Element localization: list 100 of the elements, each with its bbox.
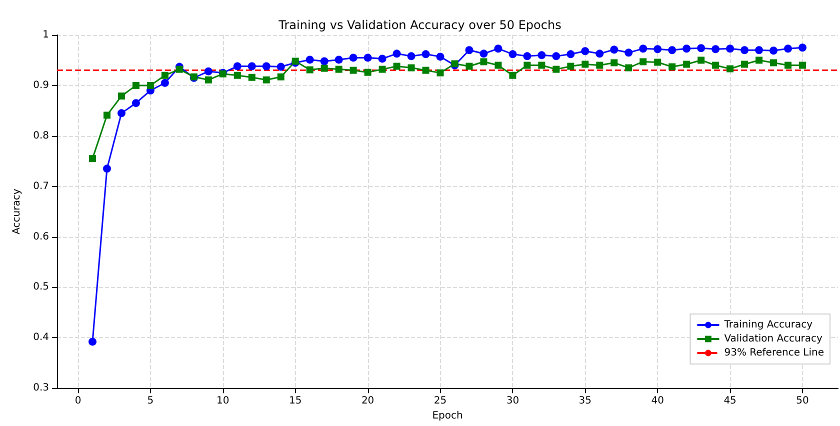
point bbox=[538, 51, 546, 60]
point bbox=[349, 54, 358, 62]
x-tick-label: 15 bbox=[288, 396, 302, 407]
point bbox=[248, 74, 256, 81]
point bbox=[508, 50, 517, 58]
point bbox=[625, 64, 632, 72]
point bbox=[408, 64, 415, 72]
point bbox=[248, 62, 256, 70]
point bbox=[407, 52, 416, 60]
point bbox=[538, 62, 546, 69]
point bbox=[306, 56, 314, 64]
point bbox=[465, 46, 474, 54]
point bbox=[509, 72, 516, 79]
point bbox=[117, 109, 126, 118]
point bbox=[378, 66, 386, 73]
point bbox=[306, 66, 314, 74]
point bbox=[654, 45, 662, 54]
point bbox=[276, 62, 285, 71]
point bbox=[552, 66, 560, 73]
point bbox=[422, 66, 430, 74]
point bbox=[668, 46, 676, 54]
y-tick-label: 0.3 bbox=[33, 382, 49, 394]
point bbox=[712, 45, 720, 54]
point bbox=[88, 338, 96, 346]
chart-title: Training vs Validation Accuracy over 50 Epochs bbox=[278, 18, 562, 32]
x-tick-label: 0 bbox=[74, 396, 82, 407]
point bbox=[436, 69, 444, 76]
point bbox=[204, 76, 212, 84]
point bbox=[103, 164, 111, 173]
point bbox=[118, 92, 125, 100]
point bbox=[712, 62, 720, 69]
x-tick-label: 50 bbox=[796, 396, 809, 407]
point bbox=[523, 52, 532, 60]
point bbox=[378, 54, 386, 63]
point bbox=[132, 99, 140, 108]
point bbox=[798, 44, 806, 52]
point bbox=[654, 58, 662, 66]
point bbox=[784, 62, 792, 69]
x-tick-label: 20 bbox=[361, 396, 374, 407]
y-tick-label: 0.8 bbox=[33, 130, 49, 142]
point bbox=[436, 52, 444, 61]
y-tick-label: 0.5 bbox=[33, 282, 49, 293]
y-tick-label: 0.6 bbox=[33, 231, 49, 242]
point bbox=[480, 58, 488, 66]
point bbox=[682, 44, 691, 53]
point bbox=[770, 59, 778, 66]
point bbox=[262, 76, 270, 84]
x-tick-label: 5 bbox=[147, 396, 154, 407]
x-tick-label: 30 bbox=[506, 396, 520, 407]
y-tick-label: 0.7 bbox=[33, 180, 49, 192]
x-tick-label: 10 bbox=[216, 396, 230, 407]
point bbox=[784, 44, 792, 53]
point bbox=[566, 50, 575, 58]
point bbox=[524, 62, 531, 69]
x-tick-label: 45 bbox=[724, 396, 736, 407]
point bbox=[320, 64, 328, 72]
point bbox=[755, 46, 764, 54]
point bbox=[160, 78, 169, 87]
point bbox=[146, 82, 154, 89]
point bbox=[364, 68, 372, 76]
point bbox=[89, 155, 96, 162]
point bbox=[624, 48, 633, 57]
point bbox=[494, 62, 502, 69]
point bbox=[103, 112, 110, 119]
x-axis-title: Epoch bbox=[432, 410, 463, 422]
point bbox=[741, 60, 748, 68]
point bbox=[582, 60, 589, 68]
point bbox=[596, 62, 604, 69]
legend-label: Validation Accuracy bbox=[724, 334, 823, 344]
x-tick-label: 40 bbox=[651, 396, 664, 407]
point bbox=[234, 72, 241, 79]
point bbox=[567, 62, 574, 70]
x-tick-label: 35 bbox=[578, 396, 592, 407]
point bbox=[132, 82, 140, 89]
point bbox=[335, 66, 342, 73]
point bbox=[262, 62, 270, 70]
point bbox=[176, 66, 183, 73]
point bbox=[480, 50, 488, 58]
point bbox=[204, 67, 212, 76]
y-tick-label: 1 bbox=[42, 30, 49, 40]
point bbox=[697, 44, 706, 52]
point bbox=[640, 58, 647, 66]
point bbox=[392, 50, 401, 58]
point bbox=[610, 59, 618, 66]
x-tick-label: 25 bbox=[434, 396, 447, 407]
legend-label: Training Accuracy bbox=[723, 320, 813, 330]
point bbox=[726, 44, 734, 53]
point bbox=[494, 44, 502, 53]
point bbox=[393, 62, 400, 70]
point bbox=[334, 56, 343, 64]
point bbox=[277, 73, 284, 80]
point bbox=[596, 50, 604, 58]
point bbox=[698, 56, 705, 64]
point bbox=[422, 50, 430, 58]
point bbox=[740, 46, 749, 54]
y-tick-label: 0.4 bbox=[33, 332, 49, 344]
point bbox=[770, 46, 778, 55]
point bbox=[668, 63, 676, 70]
legend-label: 93% Reference Line bbox=[724, 348, 824, 358]
point bbox=[683, 60, 690, 68]
